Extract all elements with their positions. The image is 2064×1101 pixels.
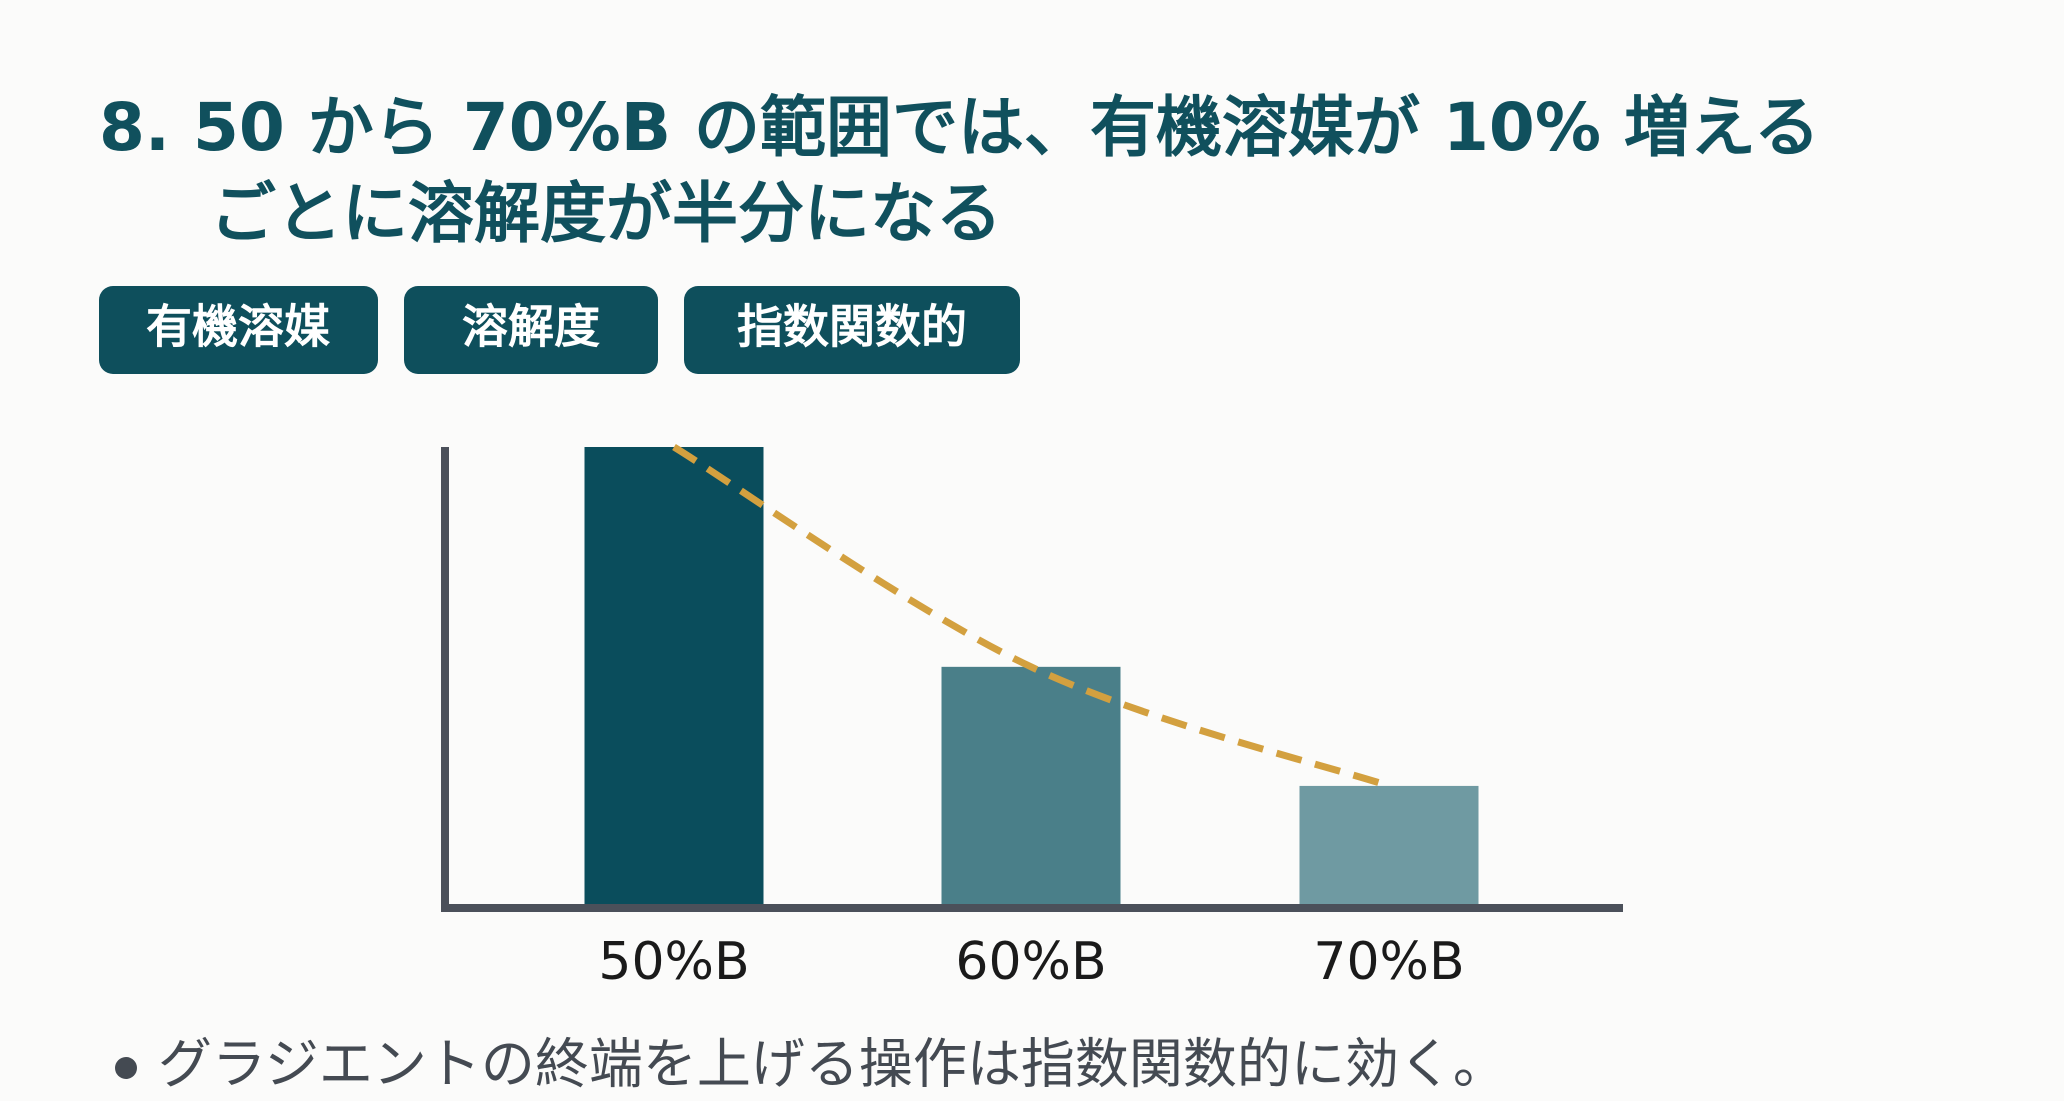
tag-label: 有機溶媒: [146, 300, 331, 354]
tag-box: [684, 286, 1020, 374]
title-line: ごとに溶解度が半分になる: [210, 175, 1002, 252]
x-tick-label: 70%B: [1313, 932, 1464, 992]
trend-line: [672, 444, 1391, 790]
tag-label: 溶解度: [462, 300, 600, 354]
tag-box: [99, 286, 378, 374]
bar: [584, 447, 764, 905]
bullet-text: グラジエントの終端を上げる操作は指数関数的に効く。: [158, 1033, 1507, 1096]
bar: [941, 666, 1121, 905]
bar: [1299, 785, 1479, 905]
tag-box: [404, 286, 658, 374]
x-tick-label: 60%B: [955, 932, 1106, 992]
bullet-dot: [115, 1057, 137, 1079]
plot: [584, 444, 1479, 905]
title-line: 8. 50 から 70%B の範囲では、有機溶媒が 10% 増える: [99, 89, 1820, 166]
x-tick-label: 50%B: [598, 932, 749, 992]
tag-label: 指数関数的: [737, 300, 967, 354]
